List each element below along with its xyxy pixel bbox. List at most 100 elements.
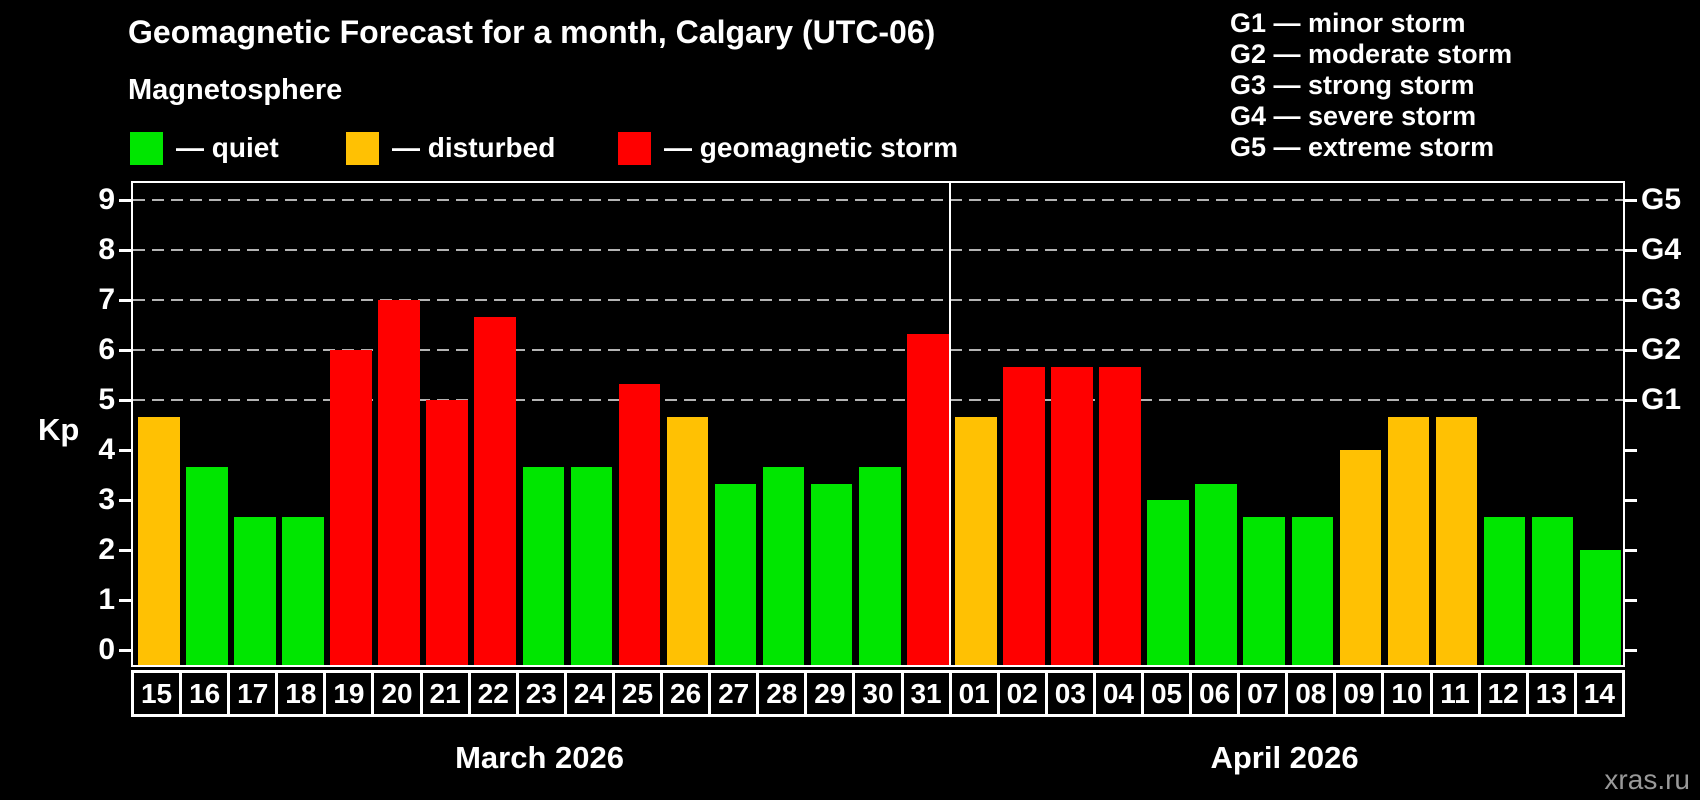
legend-item-disturbed: — disturbed [346,131,555,165]
g-axis-tick [1625,649,1637,652]
date-cell: 17 [230,673,279,714]
bar-march-23 [522,466,565,665]
bar-march-26 [666,416,709,665]
kp-axis-tick [119,399,131,402]
bar-march-16 [186,466,228,665]
disturbed-swatch-icon [346,131,379,165]
page-title: Geomagnetic Forecast for a month, Calgar… [128,14,936,50]
g-axis-tick [1625,349,1637,352]
kp-tick-label: 1 [98,583,115,616]
watermark: xras.ru [1604,764,1690,795]
storm-swatch-icon [618,131,651,165]
bar-march-19 [330,350,372,665]
bar-march-18 [282,516,324,665]
date-cell: 29 [807,673,856,714]
gridline-g4 [133,249,1623,251]
bar-april-09 [1339,450,1382,665]
g-scale-label-g1: G1 [1641,383,1682,416]
date-cell: 05 [1144,673,1193,714]
kp-tick-label: 9 [98,183,115,216]
month-separator [949,183,952,665]
kp-tick-label: 2 [98,533,115,566]
g-axis-tick [1625,249,1637,252]
legend-label: — quiet [176,132,279,163]
g-scale-label-g5: G5 [1641,183,1682,216]
g-scale-legend: G1 — minor storm G2 — moderate storm G3 … [1230,8,1512,163]
plot-area [119,181,1637,667]
g-axis-tick [1625,299,1637,302]
kp-axis-tick [119,599,131,602]
g-axis-tick [1625,599,1637,602]
kp-tick-label: 6 [98,333,115,366]
kp-tick-label: 7 [98,283,115,316]
quiet-swatch-icon [130,131,163,165]
date-cell: 18 [278,673,327,714]
gridline-g5 [133,199,1623,201]
magnetosphere-label: Magnetosphere [128,74,343,106]
kp-axis-tick [119,249,131,252]
kp-tick-label: 0 [98,633,115,666]
date-cell: 01 [952,673,1000,714]
bar-march-25 [618,383,661,665]
kp-tick-label: 3 [98,483,115,516]
kp-axis-tick [119,299,131,302]
bar-march-22 [474,316,516,665]
kp-axis-tick [119,649,131,652]
month-label-march: March 2026 [455,740,624,775]
kp-axis-tick [119,499,131,502]
bar-april-07 [1243,516,1286,665]
date-cell: 03 [1048,673,1096,714]
kp-axis-tick [119,449,131,452]
legend-label: — disturbed [392,132,556,163]
month-label-april: April 2026 [1210,740,1359,775]
date-cell: 15 [134,673,183,714]
g-axis-tick [1625,399,1637,402]
date-cell: 16 [182,673,231,714]
bar-april-04 [1099,366,1141,665]
date-cell: 31 [904,673,952,714]
g-axis-tick [1625,199,1637,202]
bar-april-05 [1147,500,1189,665]
date-cell: 02 [1000,673,1048,714]
gridline-g3 [133,299,1623,301]
legend-label: — geomagnetic storm [664,132,959,163]
date-cell: 06 [1192,673,1241,714]
bar-march-20 [378,300,420,665]
g-legend-line: G1 — minor storm [1230,8,1466,38]
g-scale-label-g3: G3 [1641,283,1682,316]
date-cell: 27 [711,673,760,714]
bar-april-08 [1291,516,1334,665]
bar-march-28 [762,466,805,665]
gridline-g2 [133,349,1623,351]
date-cell: 24 [567,673,615,714]
date-cell: 19 [326,673,375,714]
date-cell: 14 [1583,677,1615,709]
date-cell: 30 [855,673,904,714]
date-cell: 08 [1288,673,1337,714]
bar-march-21 [426,400,468,665]
bar-march-27 [714,483,757,665]
legend-item-quiet: — quiet [130,131,279,165]
date-cell: 13 [1529,673,1577,714]
date-cell: 10 [1384,673,1433,714]
g-legend-line: G2 — moderate storm [1230,39,1513,69]
date-cell: 09 [1336,673,1385,714]
bar-march-17 [234,516,276,665]
g-legend-line: G4 — severe storm [1230,101,1477,131]
bar-march-30 [858,466,901,665]
bar-march-24 [570,466,613,665]
date-cell: 28 [759,673,808,714]
kp-tick-label: 4 [98,433,115,466]
date-cell: 23 [519,673,567,714]
kp-axis-title: Kp [38,412,80,447]
x-axis-date-row: 15 16 17 18 19 20 21 22 23 24 25 26 27 28 29 30 31 01 02 03… [131,670,1625,717]
kp-axis-tick [119,349,131,352]
bar-april-11 [1435,416,1478,665]
bar-april-06 [1195,483,1237,665]
bar-march-29 [810,483,853,665]
kp-axis-tick [119,199,131,202]
date-cell: 25 [615,673,664,714]
bar-april-13 [1531,516,1574,665]
date-cell: 21 [423,673,471,714]
